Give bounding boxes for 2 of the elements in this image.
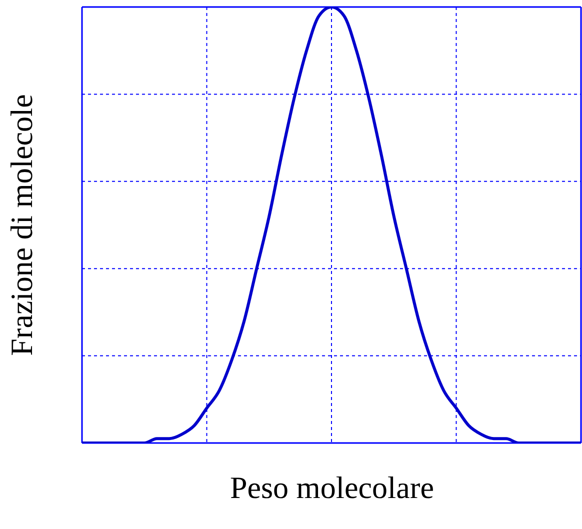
x-axis-title: Peso molecolare xyxy=(228,470,435,506)
y-axis-title: Frazione di molecole xyxy=(4,94,40,356)
